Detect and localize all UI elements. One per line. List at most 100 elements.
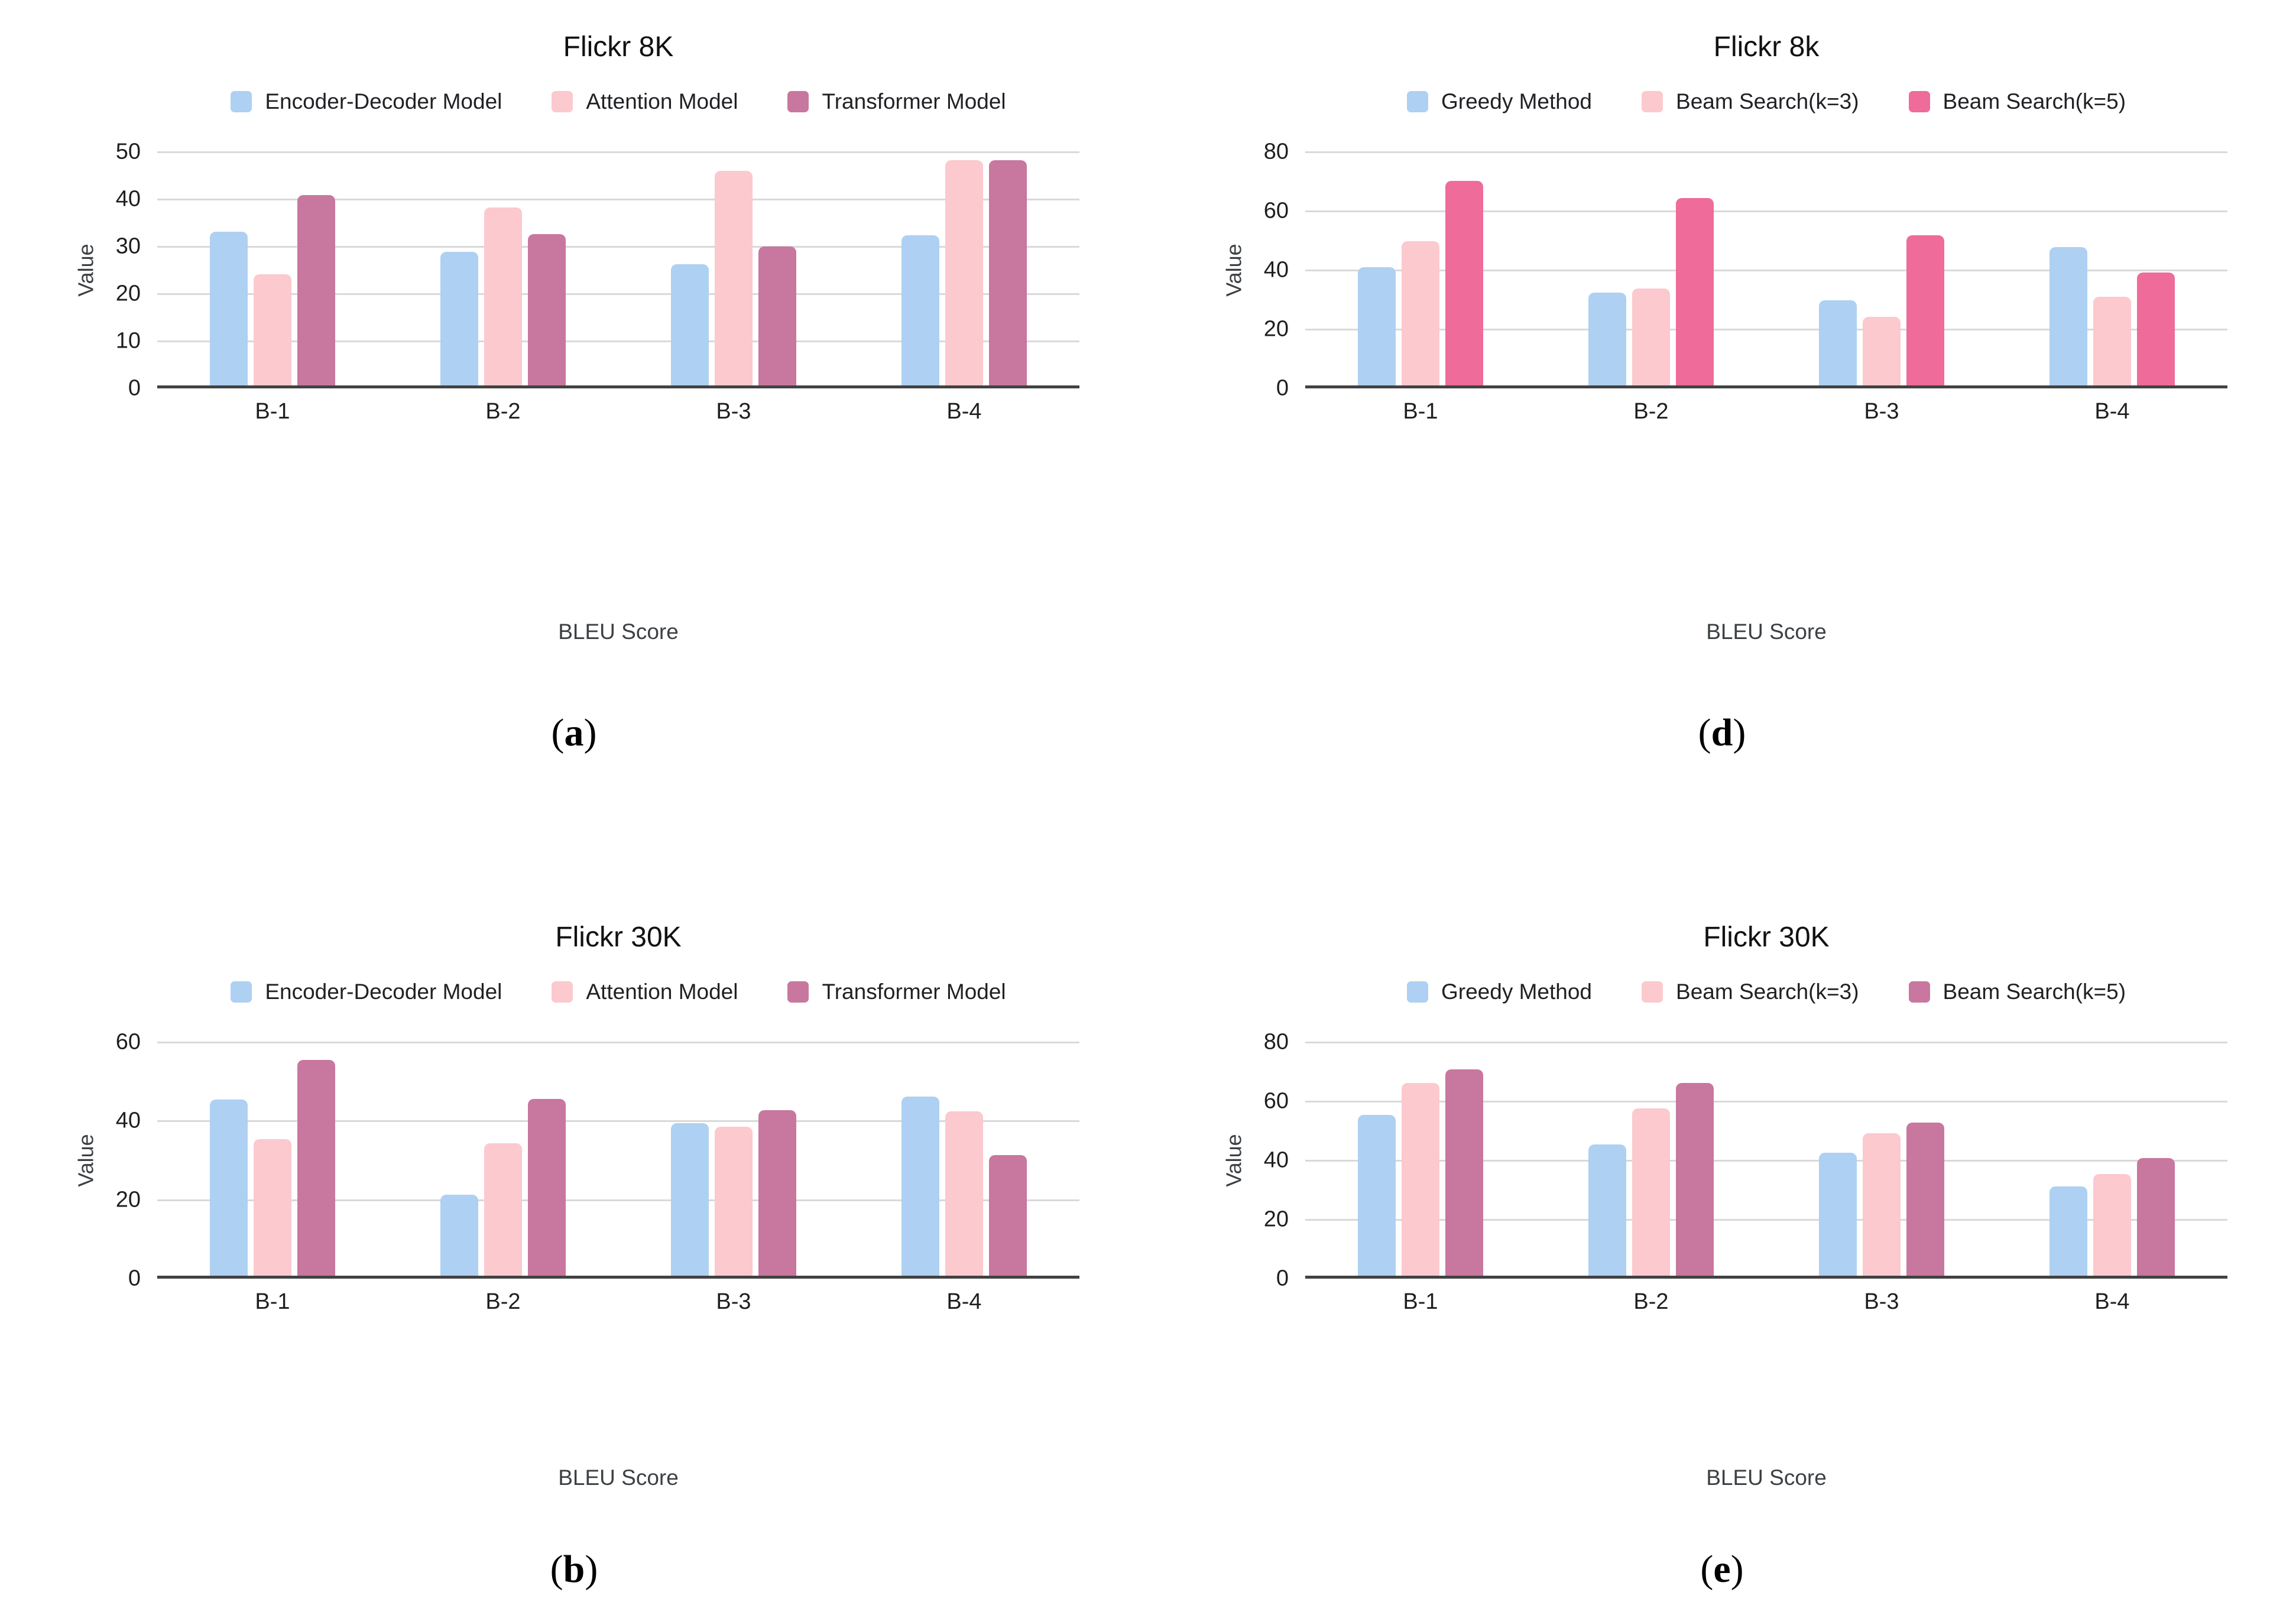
legend-item: Attention Model — [552, 89, 738, 114]
bar — [1863, 316, 1901, 388]
chart-legend: Greedy Method Beam Search(k=3) Beam Search… — [1217, 89, 2227, 114]
x-tick-label: B-4 — [2094, 399, 2130, 424]
x-tick-labels: B-1 B-2 B-3 B-4 — [157, 399, 1079, 424]
legend-item: Encoder-Decoder Model — [231, 980, 502, 1004]
chart-title: Flickr 30K — [1703, 922, 1830, 953]
plot-area: 0 20 40 60 — [116, 1030, 1079, 1291]
chart-body: Value 0 20 40 60 80 — [1217, 1030, 2227, 1291]
bar — [528, 1099, 566, 1279]
chart-body: Value 0 10 20 30 40 50 — [69, 140, 1079, 401]
x-tick-label: B-4 — [2094, 1289, 2130, 1314]
legend-label: Encoder-Decoder Model — [265, 980, 502, 1004]
y-axis-title-column: Value — [69, 152, 104, 388]
caption-close-paren: ) — [1733, 711, 1746, 754]
y-tick-label: 0 — [1276, 1266, 1289, 1291]
caption-open-paren: ( — [1698, 711, 1711, 754]
x-tick-labels: B-1 B-2 B-3 B-4 — [1305, 399, 2227, 424]
legend-swatch-icon — [1642, 91, 1663, 112]
caption-close-paren: ) — [1730, 1548, 1744, 1591]
bar — [945, 160, 983, 388]
bar-group — [2049, 1042, 2175, 1279]
figure-panel: Flickr 30K Encoder-Decoder Model Attentio… — [0, 875, 1148, 1602]
bar-group — [1819, 152, 1944, 388]
legend-swatch-icon — [552, 91, 573, 112]
y-axis-title: Value — [74, 1134, 98, 1187]
bar — [1402, 1082, 1439, 1279]
bar-group — [2049, 152, 2175, 388]
bar-group — [210, 152, 335, 388]
bar — [758, 247, 796, 388]
bar — [2137, 273, 2175, 388]
x-tick-label: B-1 — [1403, 399, 1438, 424]
x-axis-title: BLEU Score — [558, 620, 679, 644]
bar — [2137, 1158, 2175, 1279]
bar — [1445, 180, 1483, 388]
bar — [440, 251, 478, 388]
legend-label: Encoder-Decoder Model — [265, 89, 502, 113]
bar — [1863, 1133, 1901, 1279]
y-tick-label: 0 — [128, 375, 141, 401]
bar — [1906, 1122, 1944, 1279]
legend-item: Encoder-Decoder Model — [231, 89, 502, 114]
x-tick-label: B-3 — [1864, 399, 1899, 424]
figure-panel: Flickr 8K Encoder-Decoder Model Attention… — [0, 0, 1148, 875]
legend-swatch-icon — [1642, 981, 1663, 1003]
caption-open-paren: ( — [1700, 1548, 1714, 1591]
y-tick-label: 50 — [115, 139, 141, 164]
y-axis-title-column: Value — [69, 1042, 104, 1279]
caption-letter: b — [563, 1548, 585, 1591]
bar — [210, 232, 248, 388]
bar — [254, 274, 291, 388]
legend-swatch-icon — [1406, 981, 1428, 1003]
caption-letter: a — [564, 711, 584, 754]
y-tick-label: 0 — [1276, 375, 1289, 401]
x-axis-title: BLEU Score — [1706, 1465, 1827, 1490]
figure-caption: (e) — [1700, 1547, 1743, 1592]
chart-legend: Encoder-Decoder Model Attention Model Tran… — [69, 89, 1079, 114]
y-tick-label: 60 — [115, 1029, 141, 1055]
legend-swatch-icon — [787, 91, 809, 112]
y-tick-label: 30 — [115, 234, 141, 259]
x-tick-label: B-3 — [716, 399, 751, 424]
bar-group — [671, 152, 796, 388]
x-tick-label: B-3 — [1864, 1289, 1899, 1314]
bar-group — [901, 1042, 1027, 1279]
chart-title: Flickr 30K — [555, 922, 682, 953]
x-axis-baseline — [157, 385, 1079, 388]
bar-group — [440, 1042, 566, 1279]
figure-panel: Flickr 30K Greedy Method Beam Search(k=3)… — [1148, 875, 2296, 1602]
legend-item: Beam Search(k=5) — [1908, 980, 2126, 1004]
bar — [1632, 288, 1670, 388]
legend-item: Attention Model — [552, 980, 738, 1004]
bar-group — [671, 1042, 796, 1279]
plot-area: 0 10 20 30 40 50 — [116, 140, 1079, 401]
bar — [715, 1127, 753, 1279]
chart-title: Flickr 8K — [563, 31, 674, 63]
legend-swatch-icon — [231, 91, 252, 112]
legend-swatch-icon — [231, 981, 252, 1003]
chart-body: Value 0 20 40 60 80 — [1217, 140, 2227, 401]
bar — [528, 234, 566, 388]
x-tick-label: B-2 — [485, 399, 521, 424]
x-tick-label: B-4 — [946, 1289, 982, 1314]
bar — [1819, 1153, 1857, 1279]
gridline — [157, 246, 1079, 248]
y-tick-label: 20 — [1263, 1207, 1289, 1232]
legend-label: Attention Model — [586, 89, 738, 113]
legend-label: Attention Model — [586, 980, 738, 1004]
plot-area: 0 20 40 60 80 — [1264, 1030, 2227, 1291]
bar — [1819, 300, 1857, 388]
bar — [1676, 198, 1714, 388]
gridline — [157, 340, 1079, 342]
legend-item: Beam Search(k=3) — [1642, 980, 1859, 1004]
x-tick-label: B-2 — [485, 1289, 521, 1314]
caption-open-paren: ( — [551, 711, 565, 754]
gridline — [157, 1120, 1079, 1123]
plot-area: 0 20 40 60 80 — [1264, 140, 2227, 401]
bar — [1676, 1082, 1714, 1279]
x-axis-baseline — [1305, 1276, 2227, 1279]
legend-item: Transformer Model — [787, 89, 1006, 114]
bar — [297, 194, 335, 388]
